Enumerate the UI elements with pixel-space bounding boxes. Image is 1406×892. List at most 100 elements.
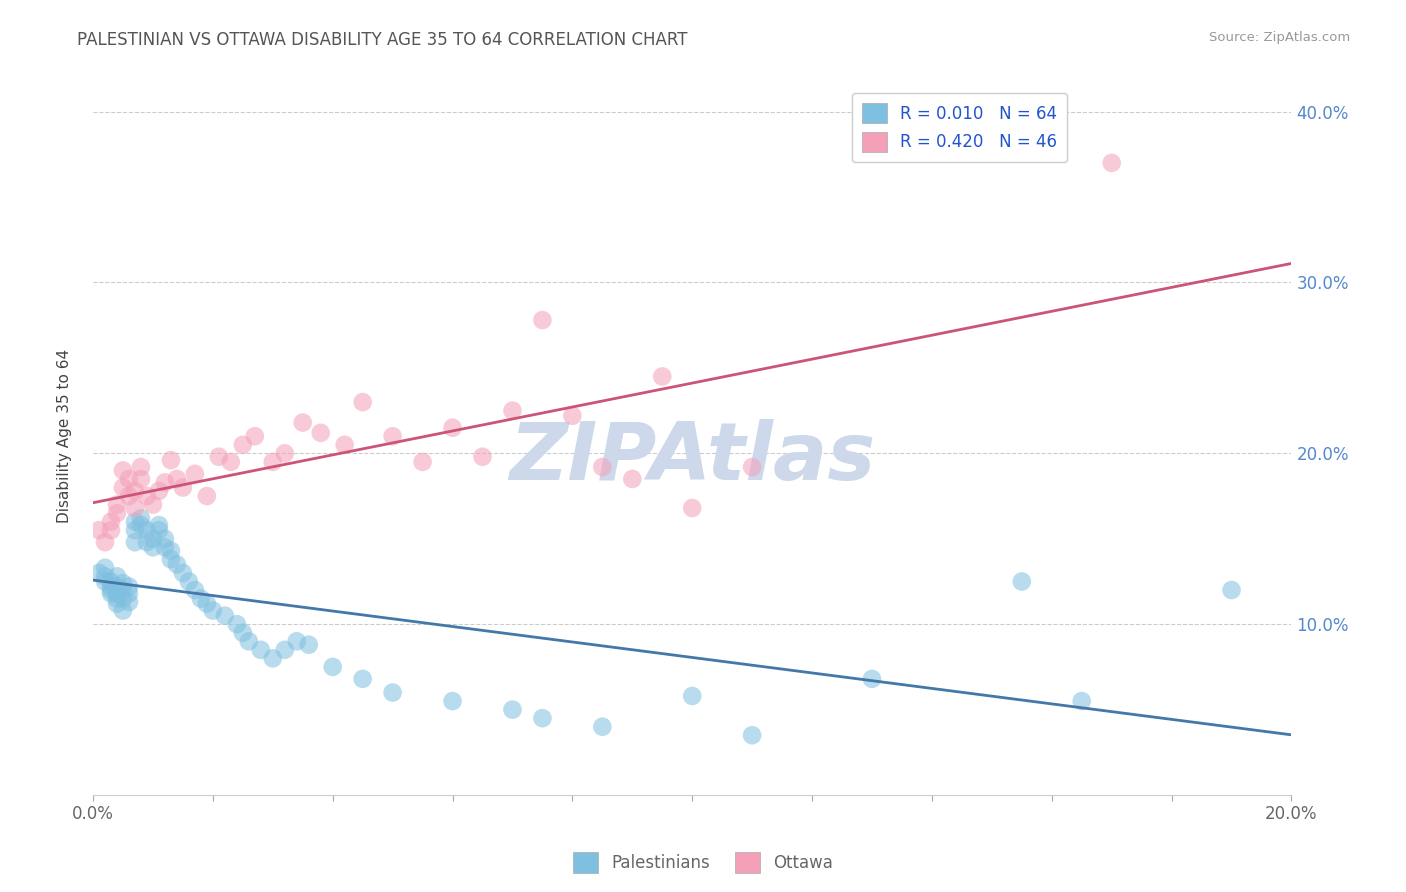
Point: [160, 543, 183, 558]
Point: [262, 651, 284, 665]
Text: PALESTINIAN VS OTTAWA DISABILITY AGE 35 TO 64 CORRELATION CHART: PALESTINIAN VS OTTAWA DISABILITY AGE 35 …: [77, 31, 688, 49]
Point: [352, 672, 374, 686]
Point: [249, 643, 271, 657]
Point: [124, 515, 146, 529]
Point: [100, 515, 122, 529]
Point: [381, 685, 404, 699]
Point: [105, 597, 128, 611]
Point: [153, 532, 176, 546]
Point: [136, 523, 159, 537]
Point: [111, 481, 134, 495]
Point: [118, 472, 141, 486]
Point: [124, 483, 146, 498]
Point: [214, 608, 236, 623]
Point: [531, 711, 554, 725]
Point: [160, 552, 183, 566]
Point: [148, 518, 170, 533]
Point: [100, 523, 122, 537]
Point: [105, 569, 128, 583]
Text: ZIPAtlas: ZIPAtlas: [509, 418, 876, 497]
Point: [105, 591, 128, 606]
Point: [352, 395, 374, 409]
Point: [225, 617, 247, 632]
Point: [285, 634, 308, 648]
Text: Source: ZipAtlas.com: Source: ZipAtlas.com: [1209, 31, 1350, 45]
Point: [309, 425, 332, 440]
Point: [184, 467, 207, 481]
Point: [471, 450, 494, 464]
Point: [136, 535, 159, 549]
Point: [1101, 156, 1123, 170]
Point: [238, 634, 260, 648]
Point: [412, 455, 434, 469]
Point: [333, 438, 356, 452]
Point: [129, 460, 152, 475]
Point: [208, 450, 231, 464]
Point: [136, 489, 159, 503]
Point: [298, 638, 321, 652]
Point: [111, 591, 134, 606]
Point: [172, 481, 194, 495]
Point: [1011, 574, 1033, 589]
Point: [153, 541, 176, 555]
Point: [94, 535, 117, 549]
Point: [441, 694, 464, 708]
Point: [153, 475, 176, 490]
Point: [201, 603, 224, 617]
Point: [118, 595, 141, 609]
Point: [105, 506, 128, 520]
Point: [243, 429, 266, 443]
Point: [94, 569, 117, 583]
Point: [274, 643, 297, 657]
Point: [94, 561, 117, 575]
Point: [105, 498, 128, 512]
Point: [111, 463, 134, 477]
Point: [681, 689, 703, 703]
Point: [87, 523, 110, 537]
Point: [219, 455, 242, 469]
Point: [561, 409, 583, 423]
Point: [190, 591, 212, 606]
Point: [129, 472, 152, 486]
Point: [124, 523, 146, 537]
Point: [741, 460, 763, 475]
Point: [291, 416, 314, 430]
Point: [621, 472, 644, 486]
Legend: R = 0.010   N = 64, R = 0.420   N = 46: R = 0.010 N = 64, R = 0.420 N = 46: [852, 93, 1067, 162]
Point: [1070, 694, 1092, 708]
Point: [118, 580, 141, 594]
Point: [100, 574, 122, 589]
Point: [531, 313, 554, 327]
Point: [860, 672, 883, 686]
Point: [118, 489, 141, 503]
Point: [148, 523, 170, 537]
Point: [160, 453, 183, 467]
Legend: Palestinians, Ottawa: Palestinians, Ottawa: [567, 846, 839, 880]
Point: [274, 446, 297, 460]
Point: [111, 576, 134, 591]
Point: [124, 535, 146, 549]
Point: [142, 541, 165, 555]
Point: [681, 501, 703, 516]
Point: [142, 498, 165, 512]
Point: [100, 586, 122, 600]
Point: [100, 582, 122, 597]
Point: [111, 603, 134, 617]
Point: [111, 582, 134, 597]
Point: [381, 429, 404, 443]
Point: [232, 438, 254, 452]
Point: [195, 489, 218, 503]
Point: [148, 483, 170, 498]
Y-axis label: Disability Age 35 to 64: Disability Age 35 to 64: [58, 349, 72, 524]
Point: [232, 625, 254, 640]
Point: [166, 472, 188, 486]
Point: [651, 369, 673, 384]
Point: [124, 501, 146, 516]
Point: [501, 703, 523, 717]
Point: [94, 574, 117, 589]
Point: [322, 660, 344, 674]
Point: [591, 460, 613, 475]
Point: [741, 728, 763, 742]
Point: [142, 532, 165, 546]
Point: [129, 511, 152, 525]
